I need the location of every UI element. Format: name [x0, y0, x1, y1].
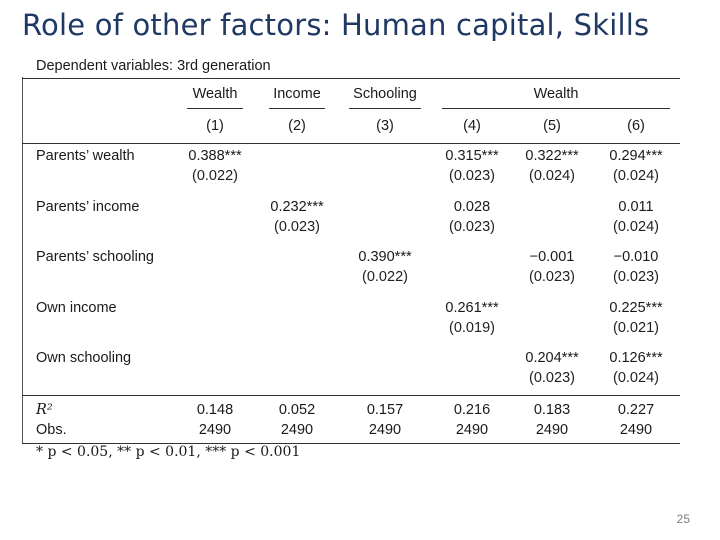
coefficient-cell: 0.028 [453, 198, 491, 215]
r-squared-value: 0.183 [533, 402, 571, 418]
column-number: (4) [463, 118, 481, 134]
row-label: Parents’ schooling [36, 249, 154, 265]
group-rule [187, 108, 243, 109]
standard-error-cell: (0.023) [529, 370, 575, 386]
column-number: (1) [206, 118, 224, 134]
r-squared-label: R² [36, 402, 53, 418]
observations-value: 2490 [280, 422, 314, 438]
column-number: (5) [543, 118, 561, 134]
significance-footnote: * p < 0.05, ** p < 0.01, *** p < 0.001 [36, 444, 301, 460]
observations-value: 2490 [198, 422, 232, 438]
standard-error-cell: (0.019) [449, 319, 495, 336]
group-header-schooling: Schooling [353, 86, 417, 102]
group-rule [349, 108, 421, 109]
group-header-wealth-2: Wealth [533, 86, 579, 102]
standard-error-cell: (0.023) [449, 168, 495, 184]
r-squared-value: 0.157 [366, 402, 404, 418]
coefficient-cell: 0.261*** [445, 299, 499, 316]
bottom-rule [22, 443, 680, 444]
r-squared-value: 0.148 [196, 402, 234, 418]
header-rule [22, 143, 680, 144]
coefficient-cell: 0.011 [618, 198, 654, 215]
stats-rule [22, 395, 680, 396]
regression-table: Dependent variables: 3rd generation Weal… [22, 55, 680, 465]
observations-value: 2490 [455, 422, 489, 438]
standard-error-cell: (0.022) [192, 168, 238, 184]
top-rule [22, 78, 680, 79]
coefficient-cell: 0.388*** [188, 148, 242, 164]
page-number: 25 [676, 512, 690, 526]
row-label: Own schooling [36, 350, 132, 366]
observations-value: 2490 [368, 422, 402, 438]
observations-value: 2490 [619, 422, 653, 438]
standard-error-cell: (0.023) [274, 218, 320, 235]
dependent-variable-label: Dependent variables: 3rd generation [36, 58, 271, 74]
group-header-wealth-1: Wealth [192, 86, 238, 102]
standard-error-cell: (0.021) [613, 319, 659, 336]
row-label: Parents’ wealth [36, 148, 135, 164]
standard-error-cell: (0.023) [529, 269, 575, 285]
column-number: (3) [376, 118, 394, 134]
coefficient-cell: 0.315*** [445, 148, 499, 164]
coefficient-cell: −0.001 [529, 249, 575, 265]
standard-error-cell: (0.024) [613, 370, 659, 386]
column-number: (2) [288, 118, 306, 134]
group-rule [269, 108, 325, 109]
observations-value: 2490 [535, 422, 569, 438]
coefficient-cell: −0.010 [613, 249, 659, 265]
coefficient-cell: 0.126*** [609, 350, 663, 366]
coefficient-cell: 0.225*** [609, 299, 663, 316]
standard-error-cell: (0.022) [362, 269, 408, 285]
group-header-income: Income [273, 86, 321, 102]
table-left-border [22, 77, 23, 444]
standard-error-cell: (0.023) [613, 269, 659, 285]
slide-title: Role of other factors: Human capital, Sk… [22, 8, 650, 42]
row-label: Parents’ income [36, 198, 140, 215]
coefficient-cell: 0.294*** [609, 148, 663, 164]
column-number: (6) [627, 118, 645, 134]
r-squared-value: 0.052 [278, 402, 316, 418]
r-squared-value: 0.216 [453, 402, 491, 418]
coefficient-cell: 0.232*** [270, 198, 324, 215]
standard-error-cell: (0.024) [613, 168, 659, 184]
r-squared-value: 0.227 [617, 402, 655, 418]
standard-error-cell: (0.024) [613, 218, 659, 235]
coefficient-cell: 0.322*** [525, 148, 579, 164]
standard-error-cell: (0.024) [529, 168, 575, 184]
coefficient-cell: 0.204*** [525, 350, 579, 366]
group-rule [442, 108, 670, 109]
coefficient-cell: 0.390*** [358, 249, 412, 265]
observations-label: Obs. [36, 422, 67, 438]
row-label: Own income [36, 299, 117, 316]
standard-error-cell: (0.023) [449, 218, 495, 235]
